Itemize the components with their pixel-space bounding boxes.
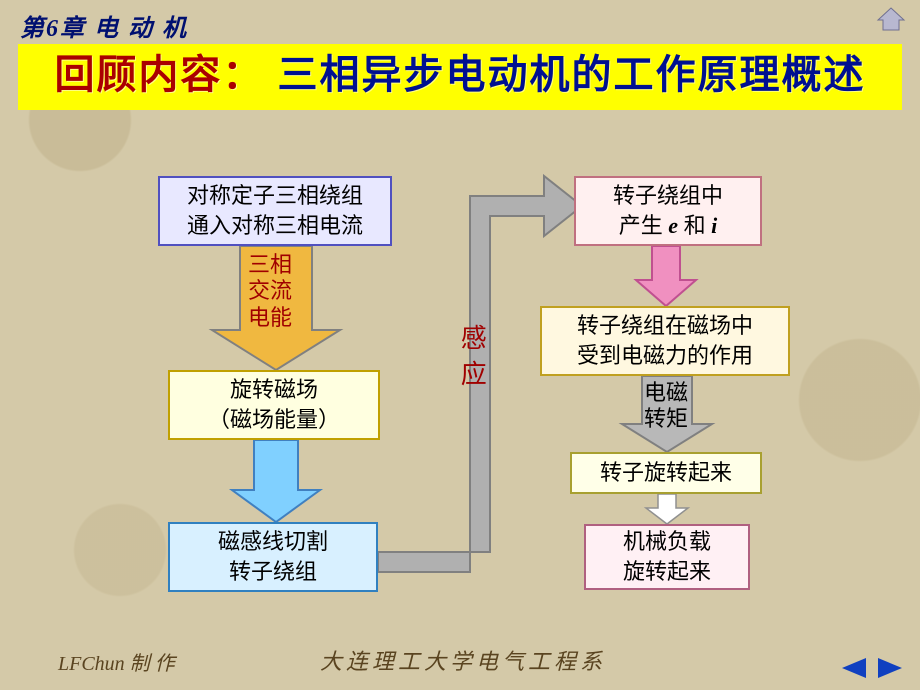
prev-icon[interactable] <box>836 654 870 682</box>
node-rotating-field: 旋转磁场 （磁场能量） <box>168 370 380 440</box>
arrow-to-load <box>646 494 688 524</box>
node-stator-winding: 对称定子三相绕组 通入对称三相电流 <box>158 176 392 246</box>
arrow-label-ac: 三相 交流 电能 <box>248 252 292 331</box>
node-em-force: 转子绕组在磁场中 受到电磁力的作用 <box>540 306 790 376</box>
arrow-label-torque: 电磁 转矩 <box>644 380 688 433</box>
arrow-field-to-cut <box>232 440 320 522</box>
node-flux-cut: 磁感线切割 转子绕组 <box>168 522 378 592</box>
node-rotor-emf: 转子绕组中 产生 e 和 i <box>574 176 762 246</box>
footer-department: 大连理工大学电气工程系 <box>320 644 606 676</box>
next-icon[interactable] <box>874 654 908 682</box>
arrow-label-induction: 感应 <box>456 324 487 396</box>
node-load-spin: 机械负载 旋转起来 <box>584 524 750 590</box>
node-rotor-emf-text: 转子绕组中 产生 e 和 i <box>613 181 723 240</box>
arrow-to-force <box>636 246 696 306</box>
node-rotor-spin: 转子旋转起来 <box>570 452 762 494</box>
footer-author: LFChun 制 作 <box>58 647 175 676</box>
